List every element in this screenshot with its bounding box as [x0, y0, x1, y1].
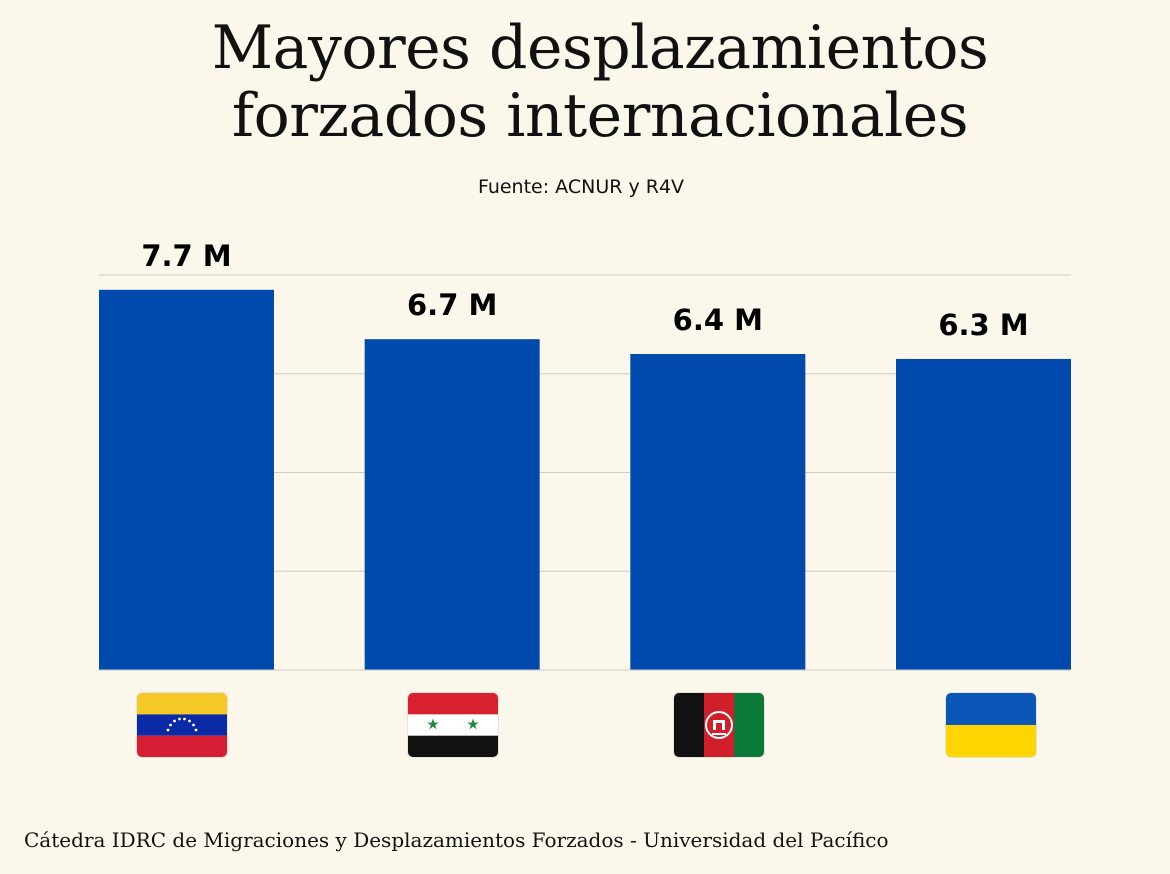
syria-flag-icon: [408, 693, 498, 757]
bar-0: [99, 289, 274, 670]
chart-footer: Cátedra IDRC de Migraciones y Desplazami…: [24, 828, 889, 852]
title-line-2: forzados internacionales: [231, 81, 969, 151]
value-label-3: 6.3 M: [938, 308, 1028, 342]
value-label-0: 7.7 M: [141, 239, 231, 273]
ukraine-flag-icon: [946, 693, 1036, 757]
afghanistan-flag-icon: [674, 693, 764, 757]
chart-source: Fuente: ACNUR y R4V: [477, 176, 685, 198]
bar-1: [364, 339, 540, 670]
title-line-1: Mayores desplazamientos: [211, 13, 989, 83]
bar-3: [896, 358, 1071, 670]
bar-2: [630, 354, 806, 670]
venezuela-flag-icon: [137, 693, 227, 757]
chart-title: Mayores desplazamientos forzados interna…: [0, 14, 1170, 150]
value-label-2: 6.4 M: [673, 303, 763, 337]
value-label-1: 6.7 M: [407, 288, 497, 322]
